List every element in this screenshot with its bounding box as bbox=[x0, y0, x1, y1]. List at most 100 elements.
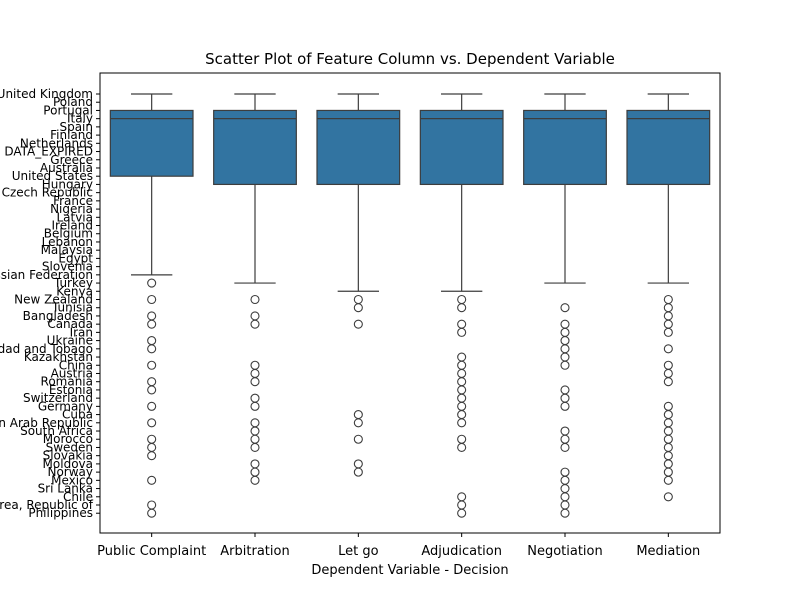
y-tick-label: Switzerland bbox=[23, 391, 93, 405]
y-tick-label: Greece bbox=[50, 153, 93, 167]
outlier-point bbox=[457, 319, 467, 329]
outlier-point bbox=[457, 303, 467, 313]
y-tick-label: Philippines bbox=[28, 506, 93, 520]
outlier-point bbox=[560, 484, 570, 494]
y-tick-label: Morocco bbox=[43, 432, 93, 446]
outlier-point bbox=[250, 418, 260, 428]
outlier-point bbox=[663, 434, 673, 444]
y-tick-label: Chile bbox=[63, 490, 93, 504]
y-tick-label: Sweden bbox=[46, 440, 93, 454]
y-tick-label: Czech Republic bbox=[2, 186, 93, 200]
outlier-point bbox=[353, 467, 363, 477]
y-tick-label: Russian Federation bbox=[0, 268, 93, 282]
outlier-point bbox=[250, 459, 260, 469]
outlier-point bbox=[663, 451, 673, 461]
outlier-point bbox=[560, 467, 570, 477]
y-tick-label: Austria bbox=[51, 366, 93, 380]
outlier-point bbox=[663, 360, 673, 370]
outlier-point bbox=[560, 327, 570, 337]
outlier-point bbox=[250, 368, 260, 379]
outlier-point bbox=[560, 426, 570, 436]
outlier-point bbox=[560, 393, 570, 403]
y-tick-label: Kazakhstan bbox=[24, 350, 93, 364]
x-tick-label: Mediation bbox=[636, 544, 700, 559]
outlier-point bbox=[250, 311, 260, 321]
outlier-point bbox=[560, 500, 570, 510]
outlier-point bbox=[457, 492, 467, 502]
x-axis-ticks: Public Complaint Arbitration Let go Adjudic… bbox=[97, 533, 700, 559]
outlier-point bbox=[147, 500, 157, 510]
outlier-point bbox=[663, 442, 673, 453]
boxes-layer bbox=[109, 93, 711, 518]
outlier-point bbox=[147, 319, 157, 329]
outlier-point bbox=[560, 385, 570, 395]
outlier-point bbox=[560, 442, 570, 453]
outlier-point bbox=[457, 434, 467, 444]
outlier-point bbox=[457, 442, 467, 453]
outlier-point bbox=[457, 401, 467, 411]
y-tick-label: Iran bbox=[70, 325, 93, 339]
y-tick-label: Estonia bbox=[49, 383, 93, 397]
y-tick-label: Hungary bbox=[42, 177, 93, 191]
outlier-point bbox=[250, 442, 260, 453]
outlier-point bbox=[663, 319, 673, 329]
y-tick-label: Ukraine bbox=[47, 334, 93, 348]
y-tick-label: Romania bbox=[41, 375, 93, 389]
outlier-point bbox=[147, 311, 157, 321]
y-tick-label: Turkey bbox=[53, 276, 93, 290]
outlier-point bbox=[663, 426, 673, 436]
outlier-point bbox=[457, 360, 467, 370]
outlier-point bbox=[560, 475, 570, 485]
y-tick-label: Ireland bbox=[51, 219, 93, 233]
outlier-point bbox=[250, 434, 260, 444]
y-tick-label: Malaysia bbox=[41, 243, 93, 257]
x-axis-label: Dependent Variable - Decision bbox=[311, 563, 508, 578]
outlier-point bbox=[250, 294, 260, 305]
outlier-point bbox=[457, 393, 467, 403]
y-tick-label: Portugal bbox=[43, 103, 93, 117]
outlier-point bbox=[663, 459, 673, 469]
outlier-point bbox=[560, 352, 570, 362]
outlier-point bbox=[147, 442, 157, 453]
y-tick-label: Kenya bbox=[56, 284, 93, 298]
outlier-point bbox=[353, 418, 363, 428]
outlier-point bbox=[353, 319, 363, 329]
box-group bbox=[213, 93, 297, 485]
outlier-point bbox=[250, 393, 260, 403]
x-tick-label: Negotiation bbox=[527, 544, 603, 559]
outlier-point bbox=[457, 385, 467, 395]
y-tick-label: Sri Lanka bbox=[38, 482, 93, 496]
outlier-point bbox=[250, 377, 260, 387]
outlier-point bbox=[147, 278, 157, 288]
y-tick-label: Nigeria bbox=[50, 202, 93, 216]
outlier-point bbox=[457, 294, 467, 305]
box-iqr bbox=[523, 109, 607, 186]
outlier-point bbox=[663, 327, 673, 337]
box-group bbox=[316, 93, 401, 477]
x-tick-label: Let go bbox=[338, 544, 378, 559]
outlier-point bbox=[663, 492, 673, 502]
outlier-point bbox=[147, 434, 157, 444]
box-iqr bbox=[419, 109, 504, 186]
box-group bbox=[523, 93, 607, 518]
outlier-point bbox=[147, 385, 157, 395]
outlier-point bbox=[457, 418, 467, 428]
outlier-point bbox=[147, 336, 157, 346]
box-iqr bbox=[626, 109, 711, 186]
box-iqr bbox=[109, 109, 194, 177]
outlier-point bbox=[250, 467, 260, 477]
y-tick-label: United States bbox=[12, 169, 93, 183]
outlier-point bbox=[147, 475, 157, 485]
y-tick-label: Syrian Arab Republic bbox=[0, 416, 93, 430]
y-tick-label: Canada bbox=[47, 317, 93, 331]
outlier-point bbox=[353, 303, 363, 313]
outlier-point bbox=[250, 319, 260, 329]
y-tick-label: Germany bbox=[38, 399, 93, 413]
outlier-point bbox=[663, 294, 673, 305]
outlier-point bbox=[560, 303, 570, 313]
outlier-point bbox=[663, 377, 673, 387]
outlier-point bbox=[147, 294, 157, 305]
outlier-point bbox=[457, 410, 467, 420]
y-tick-label: Mexico bbox=[51, 473, 93, 487]
outlier-point bbox=[663, 344, 673, 354]
